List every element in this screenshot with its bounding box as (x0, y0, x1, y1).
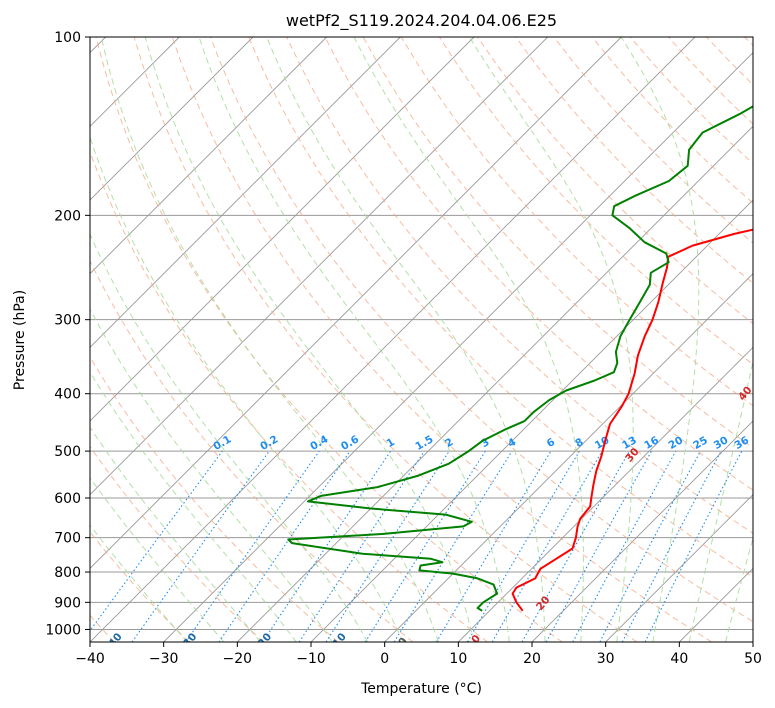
moist-adiabat-line (90, 308, 333, 642)
isotherm-gridlines (90, 37, 753, 642)
isotherm-line (90, 37, 622, 569)
moist-adiabat-line (90, 135, 404, 642)
mixing-ratio-line (393, 450, 513, 642)
isotherm-line (237, 125, 753, 642)
dry-adiabat-line (286, 37, 753, 534)
moist-adiabat-line (90, 476, 225, 642)
mixing-ratio-lines (90, 450, 743, 642)
dewpoint-line (287, 105, 753, 612)
moist-adiabats (90, 37, 753, 642)
dry-adiabat-line (248, 37, 753, 578)
mixing-ratio-line (644, 450, 743, 642)
dry-adiabat-line (95, 37, 563, 642)
x-tick-label: −40 (75, 651, 105, 667)
y-tick-label: 1000 (45, 622, 81, 638)
dry-adiabat-line (324, 37, 753, 491)
moist-adiabat-label: 0 (396, 635, 410, 648)
dry-adiabat-line (171, 37, 712, 642)
dry-adiabat-label: -10 (328, 631, 349, 653)
mixing-ratio-line (131, 450, 270, 642)
isotherm-line (90, 37, 475, 422)
mixing-ratio-line (545, 450, 653, 642)
moist-adiabat-line (90, 370, 297, 642)
isotherm-line (605, 494, 753, 642)
y-tick-label: 600 (54, 491, 81, 507)
y-tick-label: 200 (54, 208, 81, 224)
moist-adiabat-line (90, 426, 261, 642)
x-tick-label: 30 (597, 651, 615, 667)
dry-adiabat-label: -20 (253, 631, 274, 653)
moist-adiabat-line (688, 358, 753, 642)
isotherm-line (90, 37, 696, 642)
temperature-line (511, 228, 753, 612)
chart-title: wetPf2_S119.2024.204.04.06.E25 (286, 11, 557, 31)
mixing-ratio-line (521, 450, 630, 642)
dry-adiabat-line (90, 356, 339, 642)
dry-adiabat-line (210, 37, 753, 623)
isotherm-line (458, 346, 753, 642)
x-axis-ticks: −40 −30 −20 −10 0 10 20 30 40 50 (75, 642, 762, 667)
moist-adiabat-line (266, 37, 546, 642)
isotherm-line (90, 37, 548, 496)
y-tick-label: 500 (54, 444, 81, 460)
moist-adiabat-line (353, 37, 584, 642)
y-tick-label: 400 (54, 387, 81, 403)
y-tick-label: 900 (54, 595, 81, 611)
y-tick-label: 300 (54, 313, 81, 329)
x-tick-label: −20 (223, 651, 253, 667)
isotherm-line (90, 37, 327, 275)
moist-adiabat-line (90, 232, 369, 642)
isotherm-line (90, 37, 401, 348)
profile-series (287, 105, 753, 612)
y-axis-title: Pressure (hPa) (12, 290, 28, 390)
dry-adiabat-line (90, 445, 264, 642)
plot-frame (89, 36, 754, 643)
x-tick-label: −30 (149, 651, 179, 667)
dry-adiabat-line (133, 37, 638, 642)
moist-adiabat-line (100, 37, 439, 642)
dry-adiabat-line (515, 37, 753, 284)
y-tick-label: 800 (54, 565, 81, 581)
mixing-ratio-line (218, 450, 351, 642)
x-tick-label: 10 (449, 651, 467, 667)
isotherm-line (163, 52, 753, 642)
dry-adiabat-label: -40 (103, 631, 124, 653)
moist-adiabat-line (90, 524, 188, 642)
x-tick-label: 0 (380, 651, 389, 667)
mixing-ratio-line (262, 450, 392, 642)
x-tick-label: 40 (670, 651, 688, 667)
moist-adiabat-line (725, 536, 753, 642)
moist-adiabat-line (144, 37, 475, 642)
dry-adiabat-line (90, 259, 414, 642)
x-axis-title: Temperature (°C) (360, 681, 482, 697)
moist-adiabat-label: 40 (736, 384, 755, 403)
moist-adiabat-line (620, 37, 700, 642)
x-tick-label: 50 (744, 651, 762, 667)
moist-adiabat-line (198, 37, 510, 642)
moist-adiabat-label: 10 (465, 633, 484, 652)
mixing-ratio-line (325, 450, 450, 642)
x-tick-label: −10 (296, 651, 326, 667)
mixing-ratio-line (90, 450, 223, 632)
y-tick-label: 100 (54, 30, 81, 46)
isotherm-line (531, 420, 753, 642)
mixing-ratio-line (572, 450, 677, 642)
x-tick-label: 20 (523, 651, 541, 667)
isobar-gridlines (90, 37, 753, 630)
y-tick-label: 700 (54, 531, 81, 547)
dry-adiabats (90, 37, 753, 642)
y-axis-ticks: 100 200 300 400 500 600 700 800 900 1000 (45, 30, 90, 638)
isotherm-line (384, 273, 753, 642)
isotherm-line (90, 37, 254, 201)
mixing-ratio-line (185, 450, 320, 642)
dry-adiabat-label: -30 (178, 631, 199, 653)
mixing-ratio-line (298, 450, 425, 642)
